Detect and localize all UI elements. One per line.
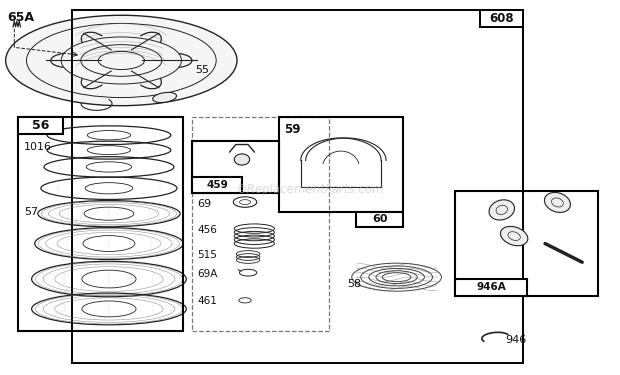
Bar [192, 177, 242, 193]
Text: 59: 59 [284, 123, 301, 136]
Bar [279, 117, 403, 212]
Ellipse shape [234, 154, 250, 165]
Text: 65A: 65A [7, 11, 35, 24]
Text: 946A: 946A [476, 282, 506, 292]
Ellipse shape [153, 92, 177, 102]
Text: 69A: 69A [197, 269, 218, 279]
Bar [18, 117, 183, 332]
Text: 60: 60 [372, 214, 388, 224]
Ellipse shape [544, 192, 570, 212]
Bar [480, 10, 523, 27]
Text: 57: 57 [24, 207, 38, 217]
Text: 58: 58 [347, 279, 361, 288]
Text: 55: 55 [195, 65, 210, 75]
Text: 608: 608 [489, 12, 514, 25]
Text: 946: 946 [505, 334, 526, 345]
Bar [192, 117, 329, 332]
Text: 456: 456 [197, 225, 217, 236]
Bar [455, 279, 526, 296]
Text: 461: 461 [197, 297, 217, 306]
Text: ©ReplacementParts.com: ©ReplacementParts.com [236, 183, 384, 196]
Bar [356, 212, 403, 227]
Text: 459: 459 [206, 180, 228, 190]
Bar [18, 117, 63, 134]
Bar [455, 191, 598, 296]
Text: 69: 69 [197, 199, 211, 209]
Bar [192, 141, 279, 193]
Ellipse shape [6, 15, 237, 106]
Ellipse shape [489, 200, 515, 220]
Text: 1016: 1016 [24, 142, 52, 152]
Text: 56: 56 [32, 119, 49, 132]
Text: 515: 515 [197, 251, 217, 261]
Bar [72, 10, 523, 363]
Ellipse shape [500, 226, 528, 246]
